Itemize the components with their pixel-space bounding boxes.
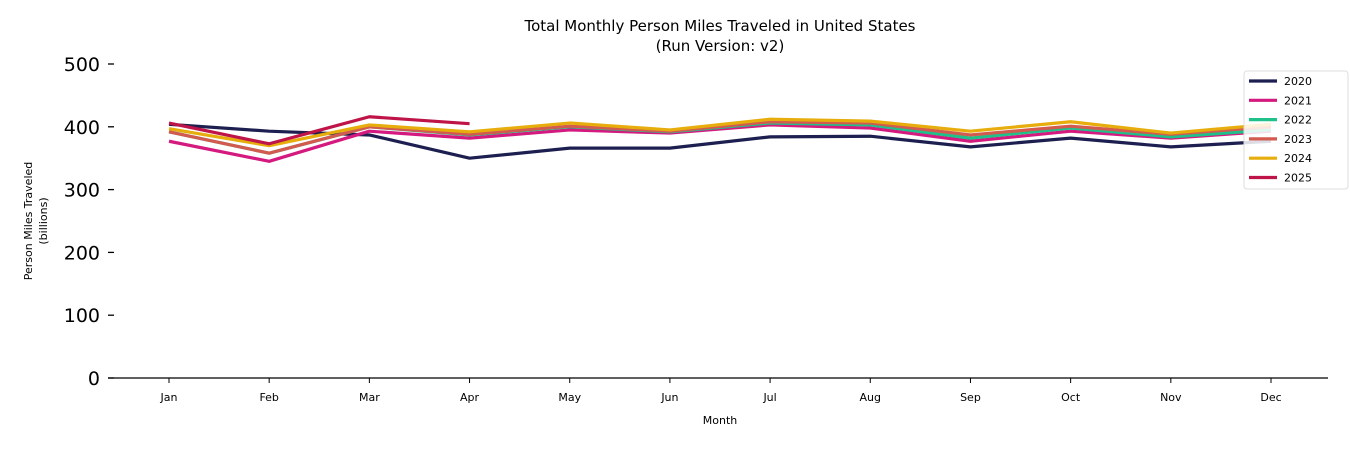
x-tick-label: Feb [259, 391, 278, 404]
y-tick-label: 200 [64, 242, 100, 264]
y-tick-label: 0 [88, 368, 100, 390]
y-axis-unit: (billions) [37, 197, 50, 244]
legend-label: 2022 [1284, 114, 1312, 127]
x-tick-label: Jun [660, 391, 678, 404]
legend: 2020 2021 2022 2023 2024 2025 [1243, 70, 1349, 190]
y-axis-label: Person Miles Traveled [22, 162, 35, 281]
series-line-2020 [168, 122, 1272, 160]
x-tick-label: Jan [160, 391, 178, 404]
x-tick-label: May [558, 391, 581, 404]
y-tick-label: 400 [64, 117, 100, 139]
x-tick-label: Dec [1260, 391, 1281, 404]
x-tick-label: Apr [460, 391, 480, 404]
legend-label: 2025 [1284, 172, 1312, 185]
series-line-2024 [168, 117, 1272, 148]
x-tick-label: Aug [860, 391, 881, 404]
series-line-2025 [168, 115, 470, 146]
y-tick-label: 500 [64, 54, 100, 76]
legend-label: 2021 [1284, 94, 1312, 107]
x-tick-label: Mar [359, 391, 380, 404]
chart-title: Total Monthly Person Miles Traveled in U… [523, 17, 915, 35]
legend-label: 2024 [1284, 152, 1312, 165]
chart-subtitle: (Run Version: v2) [656, 37, 785, 55]
y-tick-label: 300 [64, 180, 100, 202]
x-axis-label: Month [703, 414, 738, 427]
x-tick-label: Oct [1061, 391, 1081, 404]
x-tick-label: Jul [762, 391, 776, 404]
series-line-2023 [168, 120, 1272, 155]
x-tick-label: Sep [960, 391, 981, 404]
x-tick-label: Nov [1160, 391, 1182, 404]
legend-label: 2020 [1284, 75, 1312, 88]
legend-label: 2023 [1284, 133, 1312, 146]
y-tick-label: 100 [64, 305, 100, 327]
